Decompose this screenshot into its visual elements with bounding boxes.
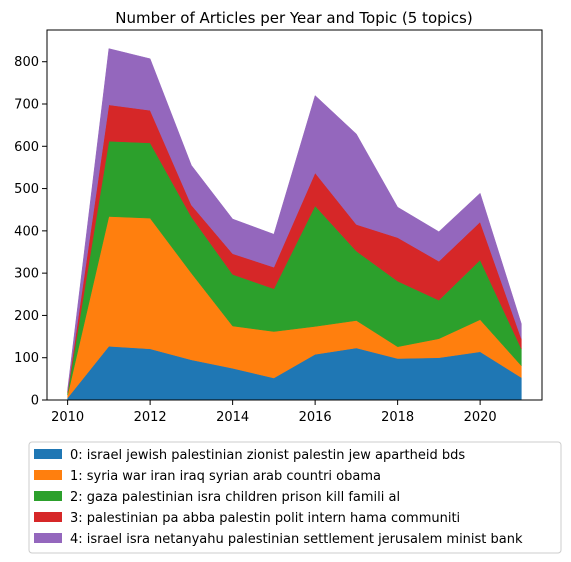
y-tick-label-8: 800 (14, 55, 39, 70)
legend-label-0: 0: israel jewish palestinian zionist pal… (70, 448, 465, 463)
legend-swatch-0 (34, 449, 62, 459)
x-axis: 2010 2012 2014 2016 2018 2020 (51, 400, 497, 425)
x-tick-label-4: 2018 (381, 410, 414, 425)
y-tick-label-4: 400 (14, 224, 39, 239)
y-tick-label-6: 600 (14, 140, 39, 155)
x-tick-label-2: 2014 (216, 410, 249, 425)
y-tick-label-5: 500 (14, 182, 39, 197)
legend-swatch-1 (34, 470, 62, 480)
y-tick-label-7: 700 (14, 98, 39, 113)
x-tick-label-1: 2012 (134, 410, 167, 425)
area-series-group (68, 49, 522, 400)
legend: 0: israel jewish palestinian zionist pal… (29, 442, 561, 553)
legend-swatch-4 (34, 533, 62, 543)
legend-label-4: 4: israel isra netanyahu palestinian set… (70, 532, 523, 547)
x-tick-label-0: 2010 (51, 410, 84, 425)
legend-label-3: 3: palestinian pa abba palestin polit in… (70, 511, 460, 526)
legend-swatch-2 (34, 491, 62, 501)
x-tick-label-5: 2020 (464, 410, 497, 425)
y-tick-label-0: 0 (31, 394, 39, 409)
y-axis: 0 100 200 300 400 500 600 700 800 (14, 55, 47, 408)
legend-swatch-3 (34, 512, 62, 522)
legend-label-2: 2: gaza palestinian isra children prison… (70, 490, 400, 505)
y-tick-label-2: 200 (14, 309, 39, 324)
legend-label-1: 1: syria war iran iraq syrian arab count… (70, 469, 381, 484)
x-tick-label-3: 2016 (299, 410, 332, 425)
y-tick-label-3: 300 (14, 267, 39, 282)
chart-title: Number of Articles per Year and Topic (5… (115, 9, 472, 27)
y-tick-label-1: 100 (14, 351, 39, 366)
